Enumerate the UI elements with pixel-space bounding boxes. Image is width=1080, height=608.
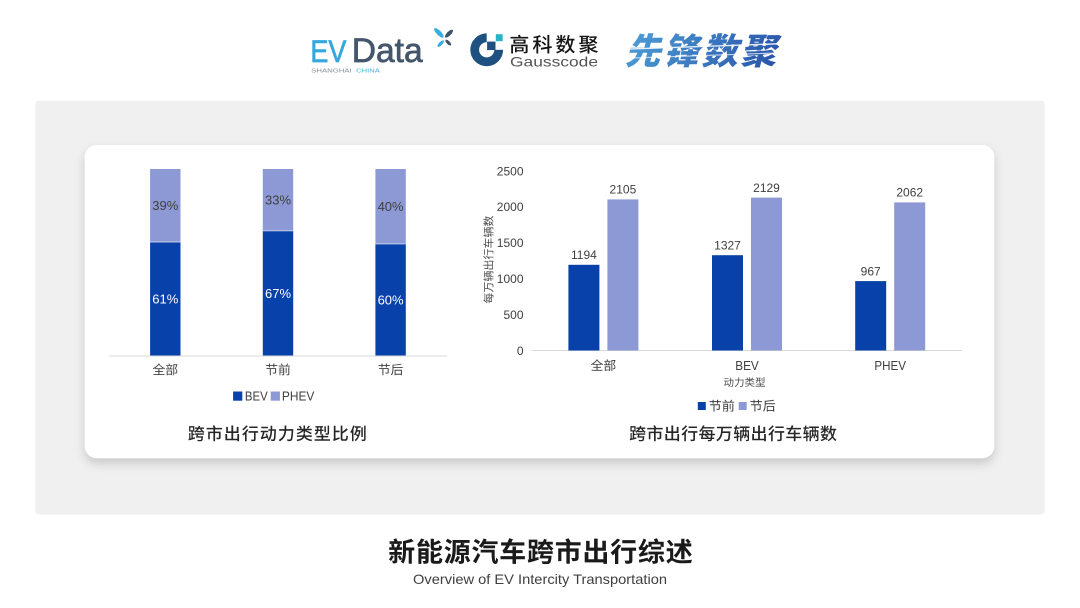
- svg-text:2062: 2062: [896, 186, 923, 200]
- svg-text:BEV: BEV: [735, 358, 759, 373]
- svg-text:2105: 2105: [610, 183, 637, 197]
- svg-text:500: 500: [503, 308, 523, 322]
- svg-text:2000: 2000: [497, 200, 524, 214]
- svg-text:PHEV: PHEV: [282, 390, 315, 404]
- svg-text:1194: 1194: [571, 248, 597, 262]
- svg-text:CHINA: CHINA: [356, 69, 381, 75]
- svg-text:Gausscode: Gausscode: [510, 53, 598, 69]
- svg-text:2129: 2129: [753, 181, 780, 195]
- svg-text:BEV: BEV: [245, 390, 268, 404]
- svg-text:67%: 67%: [265, 286, 291, 301]
- svg-text:PHEV: PHEV: [874, 358, 906, 373]
- svg-text:33%: 33%: [265, 192, 291, 207]
- svg-text:40%: 40%: [378, 199, 404, 214]
- svg-text:60%: 60%: [378, 293, 404, 308]
- svg-text:Overview of EV Intercity Trans: Overview of EV Intercity Transportation: [413, 571, 667, 587]
- svg-text:Data: Data: [352, 32, 423, 70]
- svg-text:EV: EV: [310, 33, 346, 69]
- svg-text:0: 0: [517, 344, 524, 358]
- svg-text:39%: 39%: [152, 198, 178, 213]
- svg-text:967: 967: [861, 264, 881, 278]
- svg-text:1000: 1000: [497, 272, 524, 286]
- svg-text:SHANGHAI: SHANGHAI: [311, 69, 352, 75]
- svg-text:2500: 2500: [497, 164, 524, 178]
- svg-text:1500: 1500: [497, 236, 524, 250]
- svg-text:61%: 61%: [152, 292, 178, 307]
- svg-text:1327: 1327: [714, 239, 741, 253]
